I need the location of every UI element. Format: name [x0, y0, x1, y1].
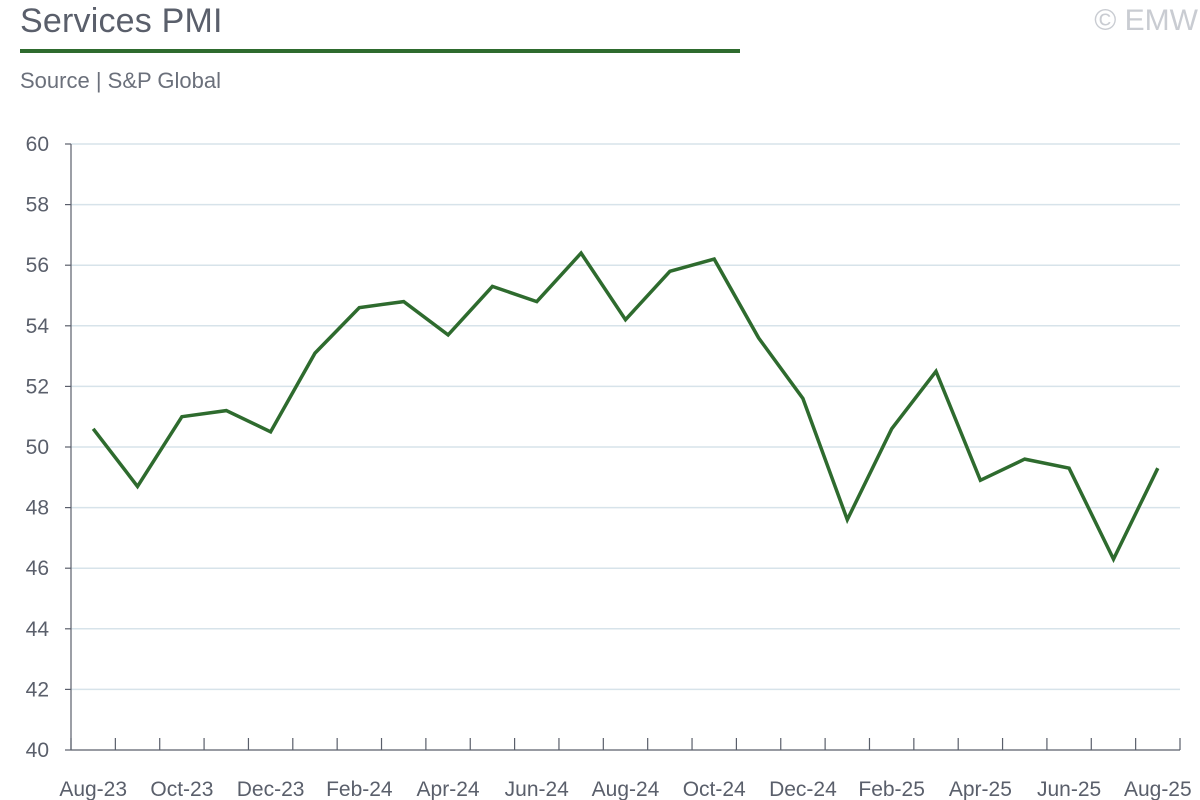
data-point: [712, 257, 716, 261]
data-point: [269, 430, 273, 434]
x-tick-label: Aug-23: [59, 778, 127, 800]
x-tick-label: Apr-24: [417, 778, 480, 800]
y-tick-label: 58: [26, 194, 49, 217]
data-point: [313, 351, 317, 355]
x-tick-label: Oct-24: [683, 778, 746, 800]
data-point: [446, 333, 450, 337]
title-underline: [20, 49, 740, 53]
y-tick-label: 50: [26, 436, 49, 459]
x-tick-label: Aug-24: [592, 778, 660, 800]
data-point: [934, 369, 938, 373]
data-point: [357, 306, 361, 310]
data-point: [490, 284, 494, 288]
data-point: [801, 397, 805, 401]
data-point: [1156, 466, 1160, 470]
y-tick-label: 56: [26, 254, 49, 277]
data-point: [402, 300, 406, 304]
y-tick-label: 42: [26, 678, 49, 701]
data-point: [978, 478, 982, 482]
data-point: [1023, 457, 1027, 461]
x-tick-label: Aug-25: [1124, 778, 1192, 800]
copyright-watermark: © EMW: [1094, 4, 1198, 37]
data-point: [136, 484, 140, 488]
data-point: [624, 318, 628, 322]
y-tick-label: 48: [26, 497, 49, 520]
data-point: [180, 415, 184, 419]
y-tick-label: 54: [26, 315, 50, 338]
y-tick-label: 44: [26, 618, 50, 641]
data-point: [1111, 557, 1115, 561]
series-line: [91, 250, 1160, 564]
x-tick-label: Jun-24: [505, 778, 570, 800]
x-tick-label: Feb-25: [858, 778, 925, 800]
x-tick-label: Jun-25: [1037, 778, 1101, 800]
y-tick-label: 46: [26, 557, 49, 580]
data-point: [757, 336, 761, 340]
x-tick-label: Feb-24: [326, 778, 393, 800]
data-point: [535, 300, 539, 304]
data-point: [224, 409, 228, 413]
x-tick-label: Apr-25: [949, 778, 1012, 800]
x-tick-label: Dec-23: [237, 778, 305, 800]
y-tick-label: 60: [26, 133, 49, 156]
x-tick-label: Dec-24: [769, 778, 837, 800]
data-point: [845, 518, 849, 522]
x-tick-label: Oct-23: [150, 778, 213, 800]
data-point: [890, 427, 894, 431]
y-tick-label: 52: [26, 375, 49, 398]
data-point: [91, 427, 95, 431]
source-note: Source | S&P Global: [20, 68, 221, 93]
data-point: [1067, 466, 1071, 470]
data-point: [668, 269, 672, 273]
data-point: [579, 251, 583, 255]
y-tick-label: 40: [26, 739, 49, 762]
chart-title: Services PMI: [20, 2, 223, 40]
